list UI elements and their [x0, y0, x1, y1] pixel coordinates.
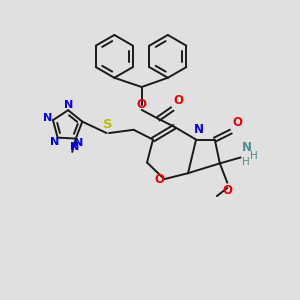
Text: S: S: [103, 118, 112, 131]
Text: N: N: [242, 142, 251, 154]
Text: O: O: [232, 116, 243, 129]
Text: H: H: [242, 157, 250, 167]
Text: N: N: [70, 142, 79, 152]
Text: O: O: [222, 184, 232, 196]
Text: N: N: [50, 137, 59, 147]
Text: N: N: [64, 100, 73, 110]
Text: O: O: [137, 98, 147, 111]
Text: N: N: [194, 123, 203, 136]
Text: O: O: [154, 172, 164, 186]
Text: N: N: [74, 138, 83, 148]
Text: H: H: [250, 151, 257, 160]
Text: N: N: [43, 113, 52, 123]
Text: O: O: [174, 94, 184, 106]
